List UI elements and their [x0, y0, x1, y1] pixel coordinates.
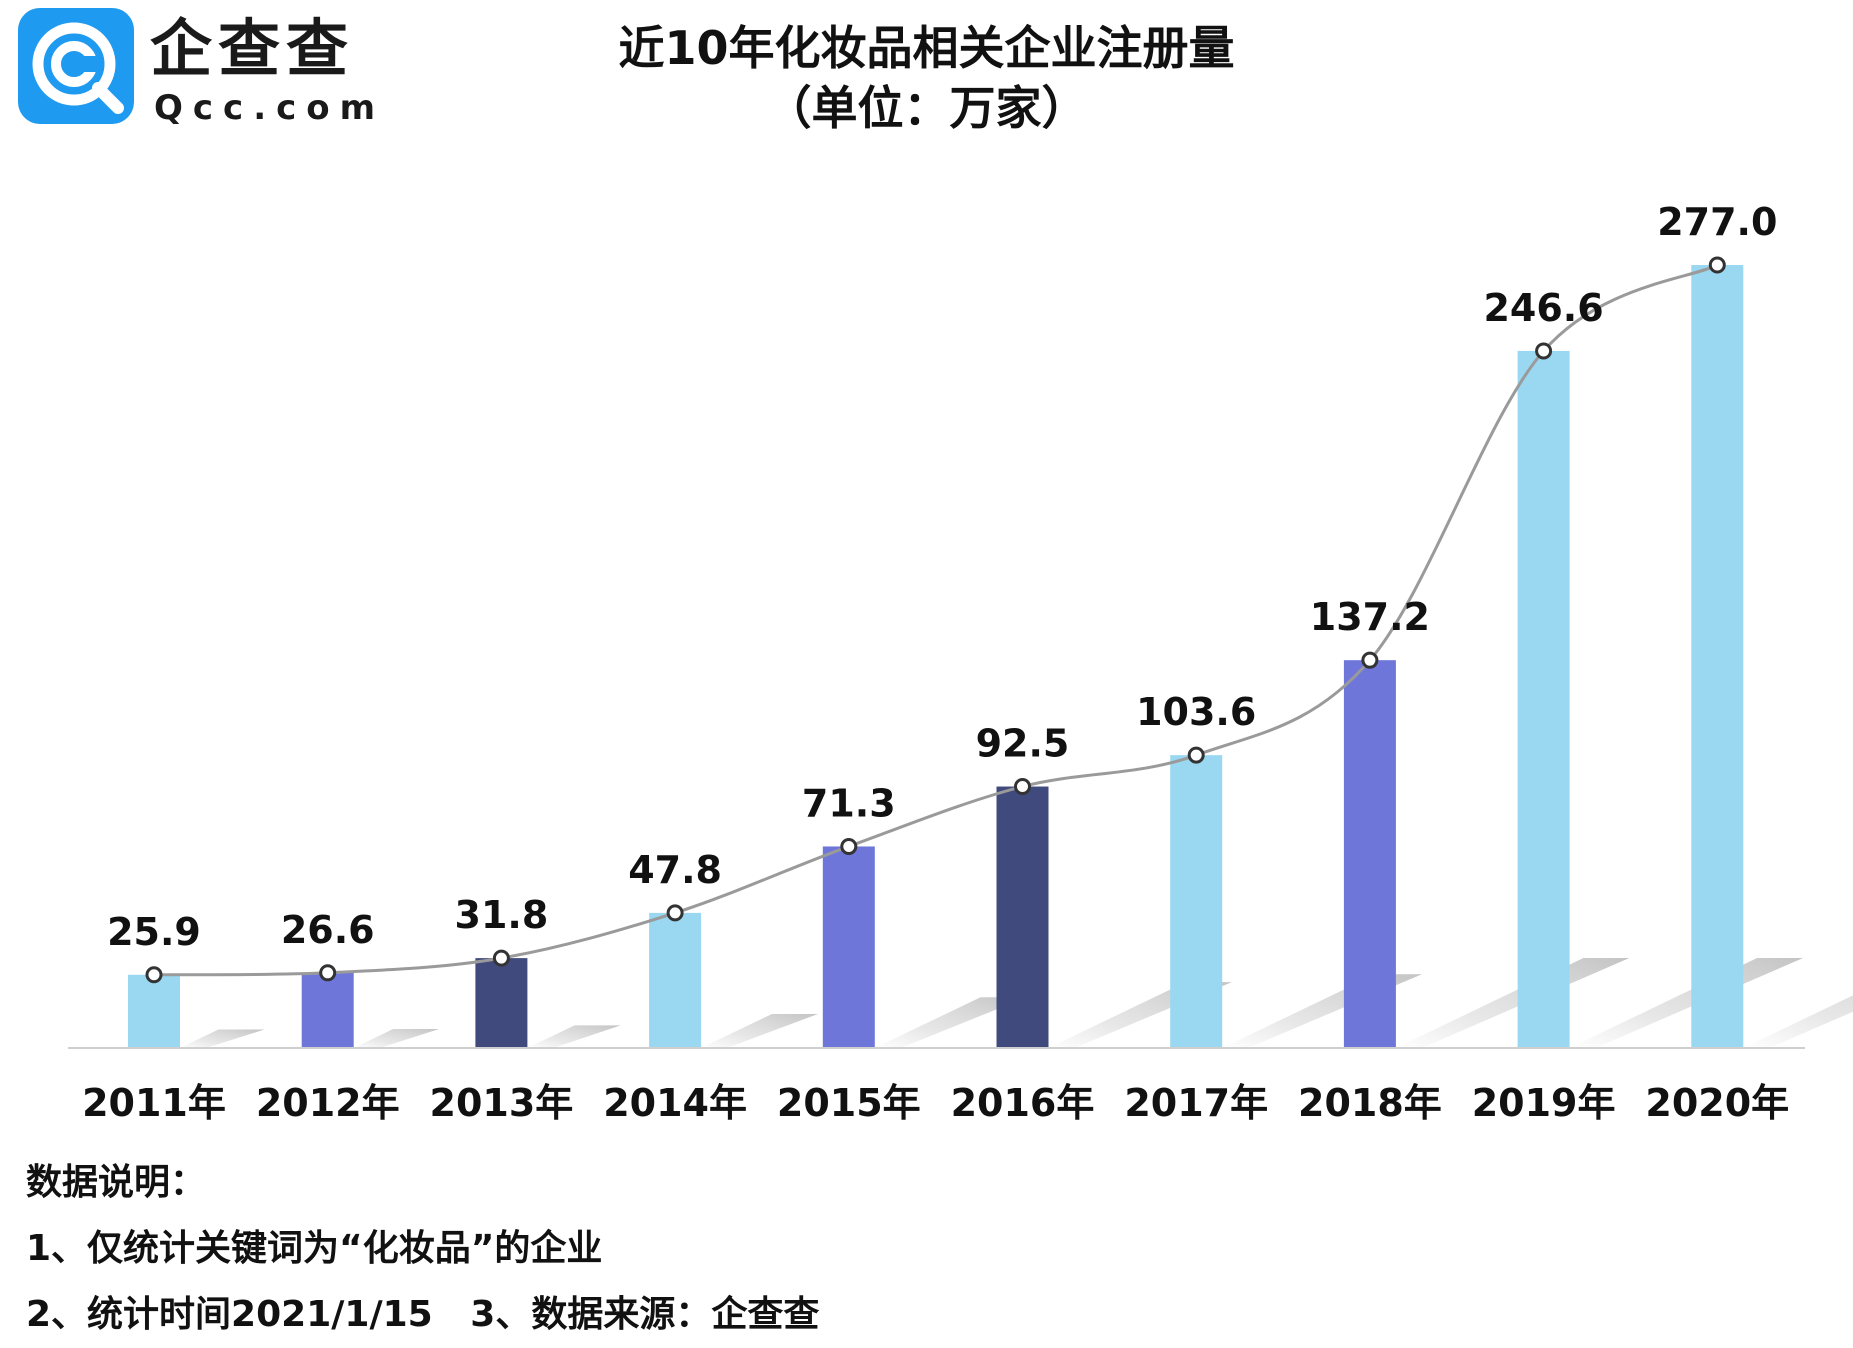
bar-shadow [527, 1025, 621, 1048]
bar-shadow [874, 997, 1027, 1048]
qcc-logo-icon [18, 8, 134, 124]
value-label: 103.6 [1136, 690, 1256, 734]
bar-2015年 [822, 846, 875, 1048]
x-tick-label: 2020年 [1645, 1081, 1789, 1125]
x-tick-label: 2019年 [1472, 1081, 1616, 1125]
x-tick-label: 2016年 [951, 1081, 1095, 1125]
chart-subtitle: （单位：万家） [765, 81, 1088, 135]
bar-shadow [701, 1013, 819, 1048]
value-label: 92.5 [976, 722, 1070, 766]
value-label: 246.6 [1483, 286, 1603, 330]
value-label: 71.3 [802, 781, 896, 825]
qcc-logo: 企查查 Qcc.com [18, 8, 375, 128]
chart-title: 近10年化妆品相关企业注册量 [618, 21, 1235, 75]
notes-heading: 数据说明： [26, 1162, 207, 1203]
x-tick-label: 2015年 [777, 1081, 921, 1125]
trend-point [666, 904, 684, 922]
bar-2012年 [301, 972, 354, 1048]
value-label: 26.6 [281, 908, 375, 952]
trend-point [840, 837, 858, 855]
trend-point [1361, 651, 1379, 669]
trend-point [1708, 256, 1726, 274]
logo-name-en: Qcc.com [154, 88, 386, 128]
value-label: 277.0 [1657, 200, 1777, 244]
x-tick-label: 2014年 [603, 1081, 747, 1125]
x-tick-label: 2018年 [1298, 1081, 1442, 1125]
x-tick-label: 2011年 [82, 1081, 226, 1125]
bar-shadow [1743, 995, 1853, 1048]
trend-point [319, 964, 337, 982]
trend-point [145, 966, 163, 984]
bar-shadow [1395, 958, 1630, 1048]
value-label: 47.8 [628, 848, 722, 892]
bar-shadow [353, 1029, 440, 1048]
trend-point [1014, 778, 1031, 796]
trend-point [1535, 342, 1553, 360]
trend-point [1187, 746, 1205, 764]
notes-line-2: 2、统计时间2021/1/15 3、数据来源：企查查 [26, 1294, 820, 1335]
x-tick-label: 2012年 [256, 1081, 400, 1125]
x-tick-label: 2013年 [430, 1081, 574, 1125]
bar-shadow [1569, 958, 1804, 1048]
bar-2016年 [996, 786, 1049, 1048]
notes-line-1: 1、仅统计关键词为“化妆品”的企业 [26, 1228, 603, 1269]
bar-2014年 [649, 912, 702, 1048]
x-tick-label: 2017年 [1124, 1081, 1268, 1125]
bar-2019年 [1517, 350, 1570, 1049]
bar-2017年 [1170, 755, 1223, 1048]
value-label: 31.8 [455, 893, 549, 937]
bar-shadow [180, 1029, 265, 1048]
logo-name-cn: 企查查 [150, 12, 355, 85]
bar-2013年 [475, 958, 528, 1048]
trend-line [153, 263, 1718, 977]
bar-chart: 25.9 26.6 31.8 47.8 71.3 92.5 103.6 137.2 246.6 2… [68, 200, 1853, 1125]
bar-2018年 [1343, 660, 1396, 1048]
chart-title-block: 近10年化妆品相关企业注册量 （单位：万家） [500, 18, 1353, 138]
data-notes: 数据说明： 1、仅统计关键词为“化妆品”的企业 2、统计时间2021/1/15 … [26, 1150, 819, 1348]
value-label: 137.2 [1310, 595, 1430, 639]
trend-point [492, 949, 510, 967]
value-label: 25.9 [107, 910, 201, 954]
bar-2020年 [1691, 265, 1744, 1049]
bar-2011年 [128, 974, 180, 1048]
